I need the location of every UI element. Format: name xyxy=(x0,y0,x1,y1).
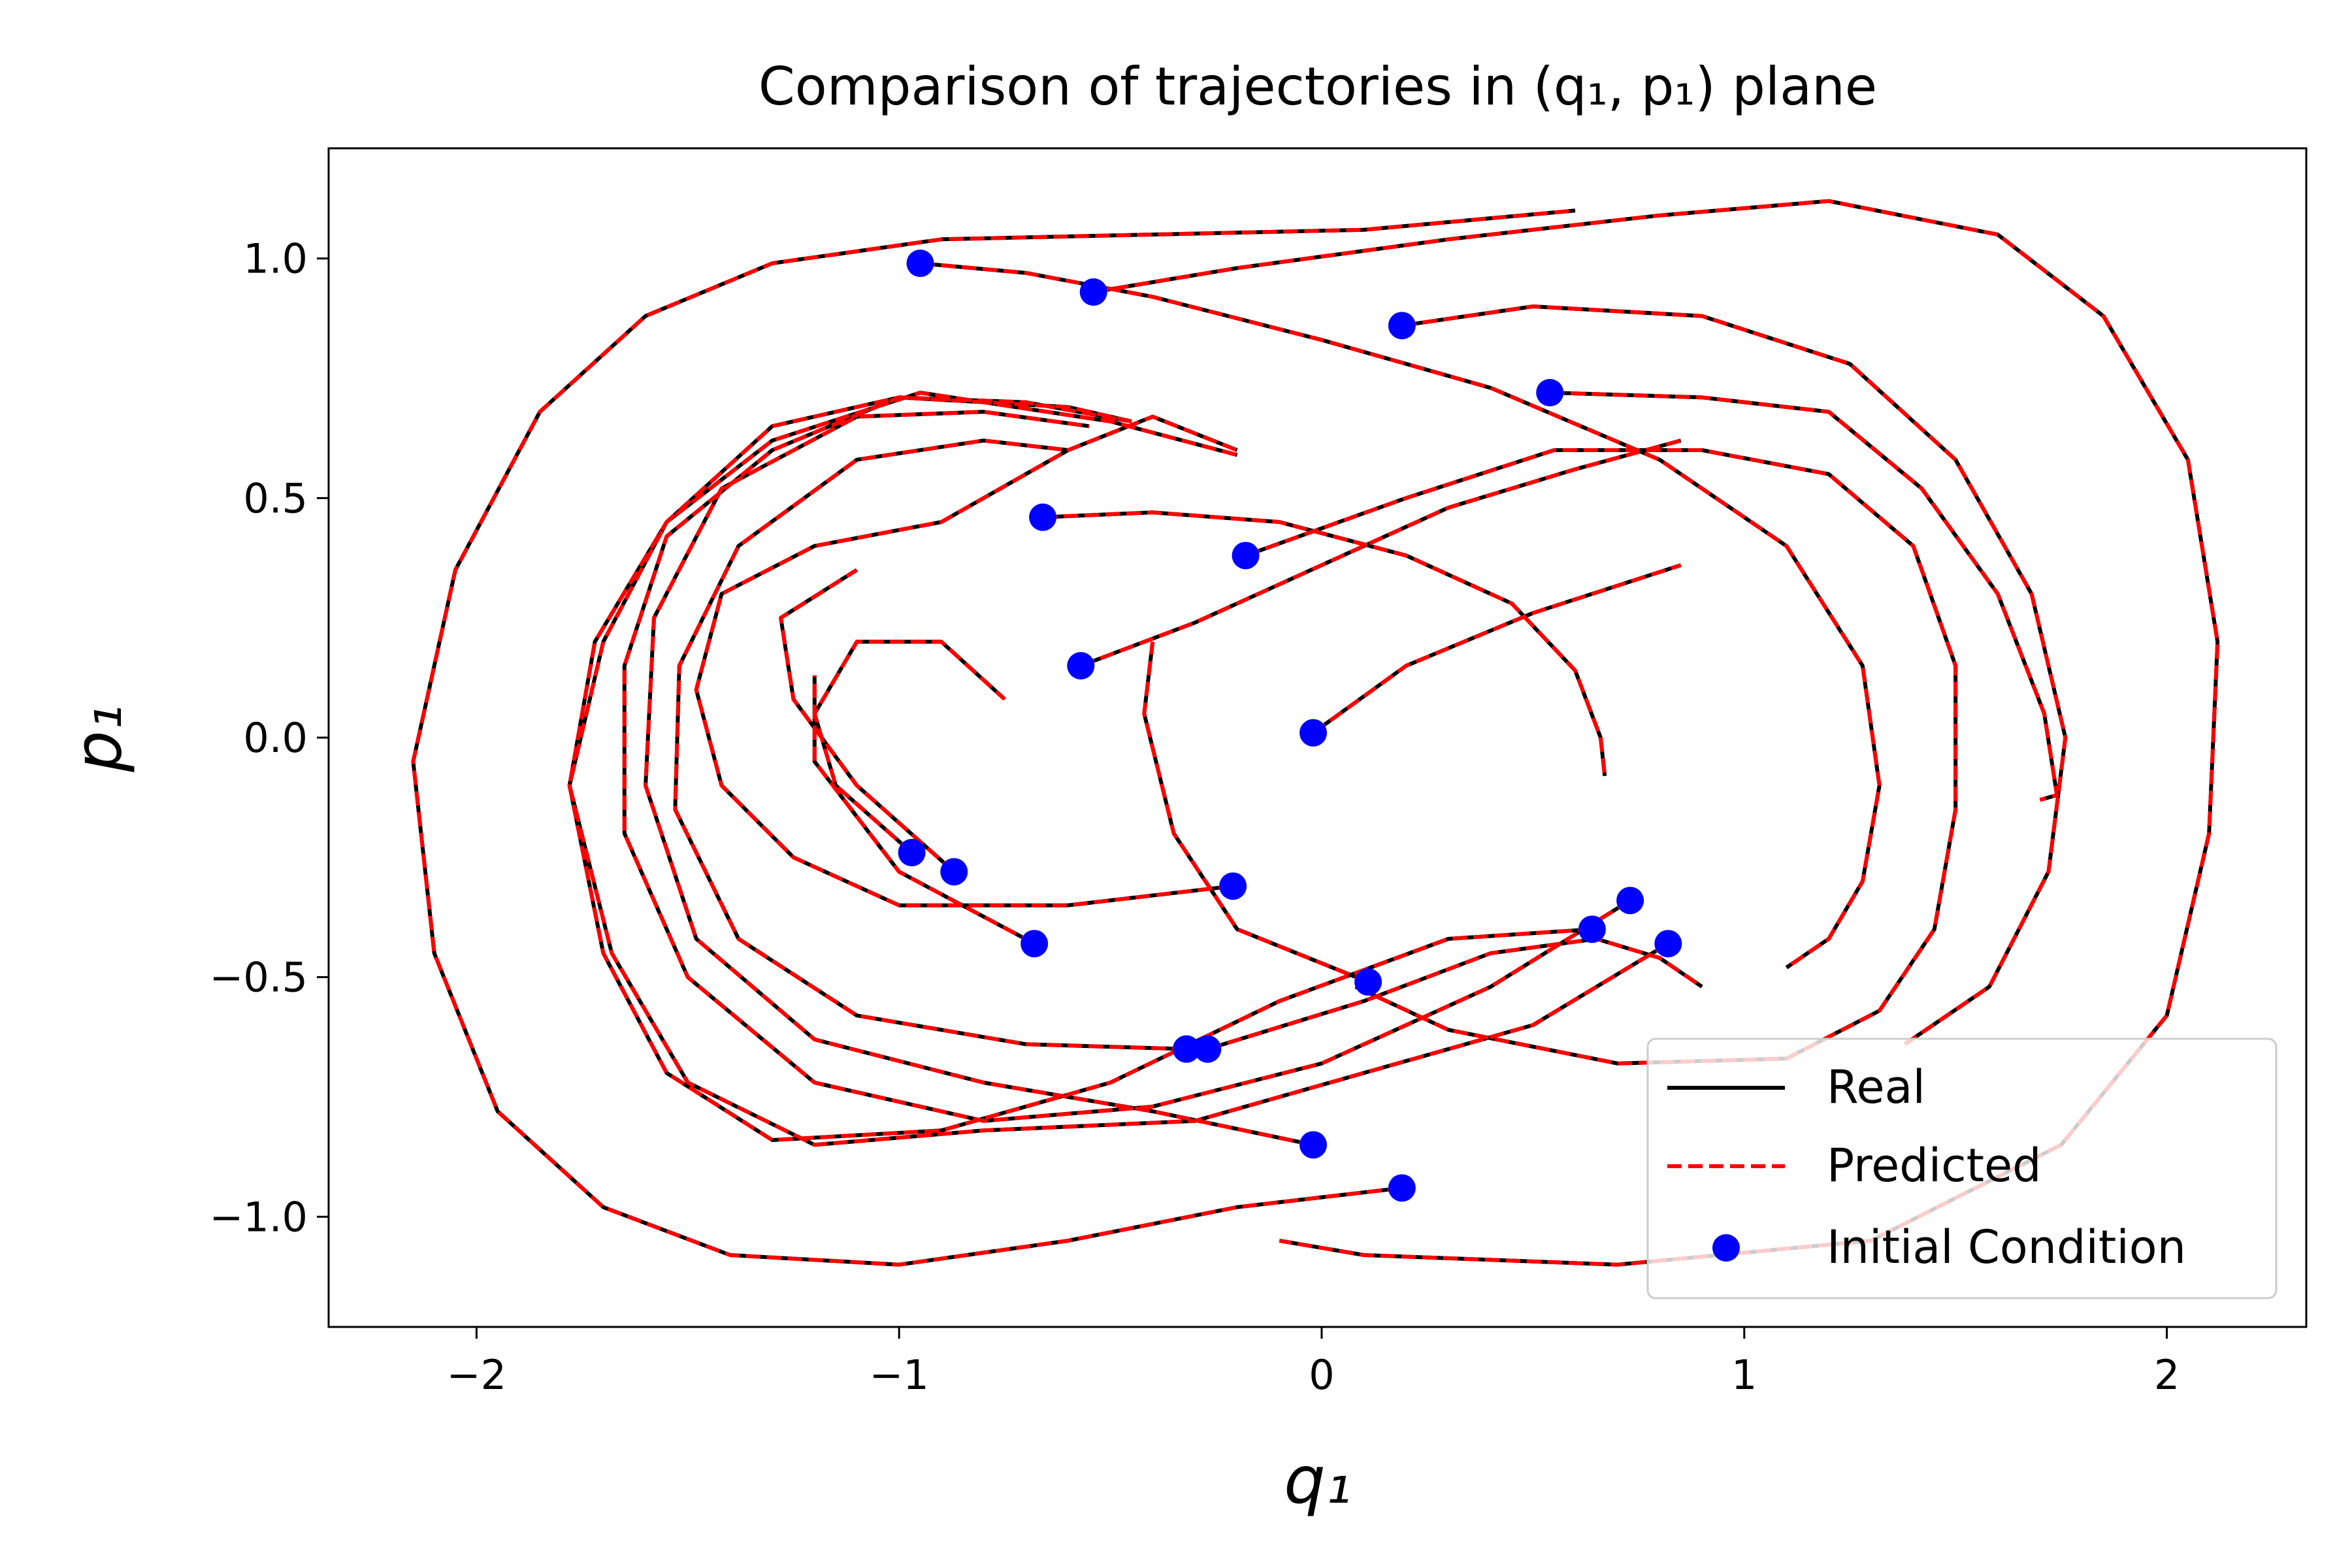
predicted-trajectory-line xyxy=(920,261,1882,970)
initial-condition-point xyxy=(1067,652,1095,679)
initial-condition-point xyxy=(940,858,968,886)
x-tick-label: 0 xyxy=(1309,1351,1334,1399)
predicted-trajectory-line xyxy=(1142,641,1369,984)
y-axis-label: p₁ xyxy=(60,704,137,773)
legend: Real Predicted Initial Condition xyxy=(1646,1037,2278,1299)
predicted-trajectory-line xyxy=(1245,448,1958,1066)
initial-condition-point xyxy=(1299,1131,1328,1159)
legend-box xyxy=(1646,1037,2278,1299)
real-trajectory-line xyxy=(1312,563,1682,735)
initial-condition-point xyxy=(1172,1035,1200,1063)
initial-condition-point xyxy=(1536,379,1564,406)
initial-condition-point xyxy=(1578,915,1606,943)
predicted-trajectory-line xyxy=(694,414,1238,907)
legend-initial-label: Initial Condition xyxy=(1827,1220,2186,1274)
initial-condition-point xyxy=(1299,719,1328,747)
predicted-trajectory-line xyxy=(411,208,1576,1267)
initial-condition-point xyxy=(1616,887,1644,915)
real-trajectory-line xyxy=(673,438,1187,1051)
y-tick-label: 0.5 xyxy=(243,474,308,522)
predicted-trajectory-line xyxy=(567,391,1669,1147)
predicted-trajectory-line xyxy=(1550,391,2059,802)
initial-condition-point xyxy=(1388,1174,1416,1202)
initial-condition-point xyxy=(1388,312,1416,340)
predicted-trajectory-line xyxy=(1401,304,2068,1046)
predicted-trajectory-line xyxy=(779,568,956,874)
initial-condition-point xyxy=(1021,930,1049,958)
y-tick-label: 1.0 xyxy=(243,235,308,283)
x-axis-label: q₁ xyxy=(1284,1442,1352,1518)
predicted-trajectory-line xyxy=(1042,510,1607,777)
initial-condition-point xyxy=(1232,542,1260,570)
initial-condition-point xyxy=(1219,872,1247,900)
y-tick-label: −1.0 xyxy=(209,1193,308,1241)
initial-condition-point xyxy=(1354,968,1382,996)
predicted-trajectory-line xyxy=(644,410,1314,1147)
initial-condition-point xyxy=(906,250,934,277)
initial-condition-point xyxy=(898,839,926,866)
y-axis-ticks: 1.0 0.5 0.0 −0.5 −1.0 xyxy=(209,235,329,1241)
x-tick-label: 2 xyxy=(2154,1351,2180,1399)
initial-condition-point xyxy=(1654,930,1682,958)
initial-conditions xyxy=(898,250,1682,1202)
predicted-trajectory-line xyxy=(812,640,1006,855)
predicted-trajectory-line xyxy=(567,395,1593,1142)
initial-condition-point xyxy=(1194,1035,1222,1063)
legend-initial-swatch xyxy=(1712,1234,1740,1262)
chart-title: Comparison of trajectories in (q₁, p₁) p… xyxy=(759,56,1877,117)
x-tick-label: −2 xyxy=(447,1351,506,1399)
x-tick-label: −1 xyxy=(869,1351,928,1399)
y-tick-label: −0.5 xyxy=(209,954,308,1002)
legend-real-label: Real xyxy=(1827,1060,1925,1114)
predicted-trajectory-line xyxy=(1207,937,1703,1051)
x-axis-ticks: −2 −1 0 1 2 xyxy=(447,1327,2180,1399)
initial-condition-point xyxy=(1079,278,1107,306)
predicted-trajectory-line xyxy=(1080,438,1682,668)
y-tick-label: 0.0 xyxy=(243,714,308,762)
predicted-trajectory-line xyxy=(812,675,1036,945)
x-tick-label: 1 xyxy=(1731,1351,1757,1399)
initial-condition-point xyxy=(1029,503,1057,531)
legend-predicted-label: Predicted xyxy=(1827,1139,2042,1192)
